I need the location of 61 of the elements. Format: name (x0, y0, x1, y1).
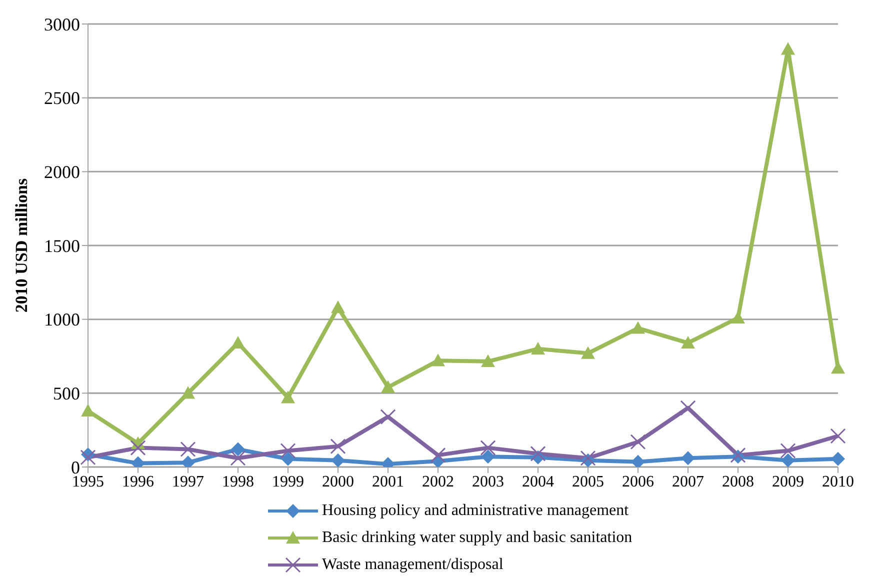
x-tick-label: 2004 (522, 473, 554, 490)
point (480, 440, 496, 456)
point (531, 342, 545, 354)
point (681, 451, 695, 466)
point (281, 390, 295, 404)
point (530, 446, 546, 462)
point (780, 443, 796, 459)
x-tick-label: 2007 (672, 473, 704, 490)
point (831, 452, 845, 466)
point (781, 42, 795, 55)
x-tick-label: 2008 (722, 473, 754, 490)
x-tick-label: 2005 (572, 473, 604, 490)
x-tick-label: 1997 (172, 473, 204, 490)
point (231, 336, 245, 349)
point (681, 336, 695, 349)
x-tick-label: 2000 (322, 473, 354, 490)
point (281, 452, 295, 466)
y-tick-label: 500 (53, 384, 80, 404)
point (481, 450, 495, 464)
point (331, 453, 345, 467)
point (180, 442, 196, 458)
point (330, 438, 346, 454)
point (280, 443, 296, 459)
y-tick-label: 1500 (44, 236, 80, 256)
x-tick-label: 2002 (422, 473, 454, 490)
point (231, 442, 245, 456)
x-tick-label: 2001 (372, 473, 404, 490)
point (631, 321, 645, 334)
legend-label: Basic drinking water supply and basic sanitation (322, 528, 632, 546)
point (581, 346, 595, 359)
x-tick-label: 1999 (272, 473, 304, 490)
x-tick-label: 2003 (472, 473, 504, 490)
legend-label: Housing policy and administrative management (322, 502, 629, 520)
legend-label: Waste management/disposal (322, 556, 504, 574)
point (230, 450, 246, 466)
y-tick-label: 2000 (44, 162, 80, 182)
point (630, 434, 646, 450)
x-tick-label: 1996 (122, 473, 154, 490)
y-tick-label: 2500 (44, 88, 80, 108)
point (331, 300, 345, 314)
x-tick-label: 2006 (622, 473, 654, 490)
point (430, 447, 446, 463)
y-tick-label: 3000 (44, 14, 80, 34)
point (830, 428, 846, 444)
point (731, 310, 745, 324)
point (181, 386, 195, 399)
x-tick-label: 2010 (822, 473, 854, 490)
point (130, 440, 146, 456)
point (481, 354, 495, 368)
point (781, 453, 795, 467)
point (381, 380, 395, 393)
x-tick-label: 2009 (772, 473, 804, 490)
y-axis-title: 2010 USD millions (12, 178, 32, 313)
point (631, 454, 645, 467)
y-tick-label: 1000 (44, 310, 80, 330)
point (831, 361, 845, 374)
point (81, 404, 95, 416)
point (431, 354, 445, 366)
x-tick-label: 1998 (222, 473, 254, 490)
point (80, 450, 96, 466)
point (580, 450, 596, 466)
